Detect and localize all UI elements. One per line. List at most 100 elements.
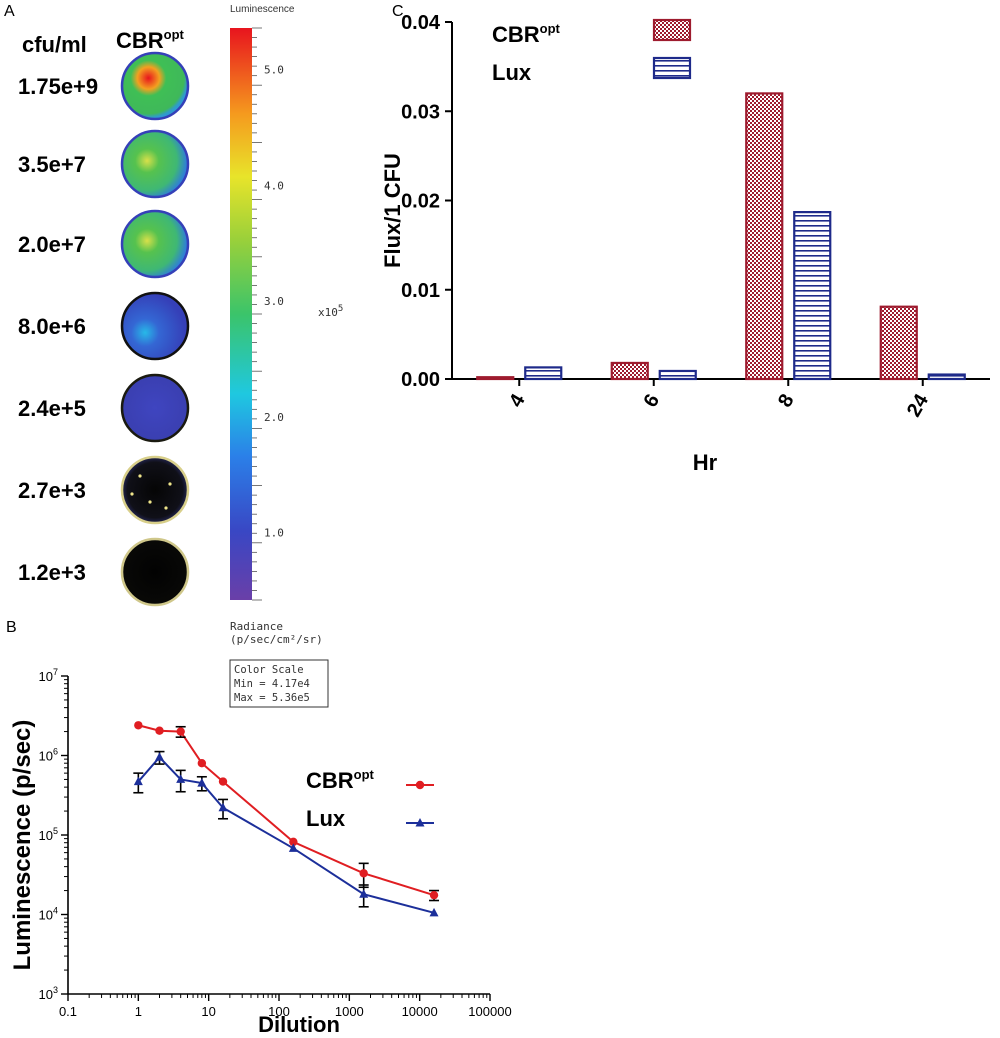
color-scale-box: Color Scale Min = 4.17e4 Max = 5.36e5 xyxy=(229,659,329,708)
well-image xyxy=(120,373,190,443)
well-label: 2.0e+7 xyxy=(18,232,86,257)
signal-speck xyxy=(164,506,168,510)
cfu-header: cfu/ml xyxy=(22,32,87,57)
legend-marker xyxy=(415,818,425,827)
x-tick-label: 1 xyxy=(135,1004,142,1019)
colorbar-tick-label: 2.0 xyxy=(264,411,284,424)
data-point-cbr xyxy=(176,727,185,736)
colorbar-tick-label: 1.0 xyxy=(264,527,284,540)
bar-lux-24h xyxy=(927,373,966,381)
color-scale-min: Min = 4.17e4 xyxy=(234,678,310,690)
well-image xyxy=(120,455,190,525)
y-tick-label: 0.01 xyxy=(401,280,440,302)
data-point-lux xyxy=(429,907,439,917)
y-tick-label: 106 xyxy=(39,747,58,764)
x-tick-label: 1000 xyxy=(335,1004,364,1019)
x-tick-label: 0.1 xyxy=(59,1004,77,1019)
data-point-lux xyxy=(176,774,186,783)
well-label: 3.5e+7 xyxy=(18,152,86,177)
colorbar-title: Luminescence xyxy=(230,4,295,15)
data-point-cbr xyxy=(155,726,164,735)
colorbar-unit-line2: (p/sec/cm²/sr) xyxy=(230,633,323,646)
well-image xyxy=(120,537,190,607)
x-axis-title: Dilution xyxy=(258,1012,340,1037)
signal-speck xyxy=(138,474,142,478)
series-line-lux xyxy=(137,755,435,914)
y-axis-title: Flux/1 CFU xyxy=(380,153,405,268)
y-tick-label: 0.02 xyxy=(401,191,440,213)
panel-a: cfu/ml CBRopt 1.75e+9 3.5e+7 2.0e+7 8.0e+6 2… xyxy=(18,4,343,708)
well-label: 1.75e+9 xyxy=(18,74,98,99)
x-tick-label: 10000 xyxy=(402,1004,438,1019)
well-image xyxy=(120,209,190,279)
well-image xyxy=(120,129,190,199)
signal-speck xyxy=(148,500,152,504)
signal-speck xyxy=(130,492,134,496)
colorbar-tick-label: 3.0 xyxy=(264,295,284,308)
well-column: 1.75e+9 3.5e+7 2.0e+7 8.0e+6 2.4e+5 2.7e+3 1.2… xyxy=(18,51,190,607)
series-line-cbr xyxy=(138,724,435,897)
well-image xyxy=(120,51,190,121)
cbr-column-title: CBRopt xyxy=(116,27,185,53)
x-axis-title: Hr xyxy=(693,450,718,475)
colorbar-tick-label: 5.0 xyxy=(264,64,284,77)
y-axis-title: Luminescence (p/sec) xyxy=(9,720,36,971)
data-point-cbr xyxy=(429,890,439,900)
bar-lux-6h xyxy=(658,369,697,381)
well-label: 2.4e+5 xyxy=(18,396,86,421)
colorbar xyxy=(230,28,252,600)
y-tick-label: 0.00 xyxy=(401,369,440,391)
y-tick-label: 103 xyxy=(39,985,58,1002)
data-point-cbr xyxy=(359,869,368,878)
data-point-cbr xyxy=(134,721,143,730)
x-tick-label: 6 xyxy=(639,391,664,412)
legend-label-lux: Lux xyxy=(492,60,532,85)
well-label: 8.0e+6 xyxy=(18,314,86,339)
colorbar-exponent: x105 xyxy=(318,304,343,319)
well-image xyxy=(120,291,190,361)
panel-b-line-chart: 0.1 1 10 100 1000 10000 100000 103 104 105 106 107 D… xyxy=(9,667,512,1037)
bar-cbr-8h xyxy=(745,92,784,381)
data-point-cbr xyxy=(197,759,207,768)
bar-lux-8h xyxy=(793,211,832,381)
x-tick-label: 4 xyxy=(505,390,530,411)
legend-label-lux: Lux xyxy=(306,806,346,831)
panel-c-letter: C xyxy=(392,3,404,20)
bar-lux-4h xyxy=(524,366,563,381)
y-tick-label: 0.04 xyxy=(401,12,441,34)
bar-cbr-6h xyxy=(610,361,649,381)
data-point-cbr xyxy=(218,777,228,786)
bar-cbr-24h xyxy=(879,305,918,381)
color-scale-title: Color Scale xyxy=(234,664,304,676)
data-point-lux xyxy=(155,752,165,761)
y-tick-label: 104 xyxy=(39,906,58,923)
colorbar-unit-line1: Radiance xyxy=(230,620,283,633)
legend-marker xyxy=(415,780,425,790)
colorbar-tick-label: 4.0 xyxy=(264,179,284,192)
x-tick-label: 100 xyxy=(268,1004,290,1019)
x-tick-label: 8 xyxy=(774,391,799,412)
panel-b-letter: B xyxy=(6,619,17,636)
colorbar-ticks: 5.0 4.0 3.0 2.0 1.0 xyxy=(252,27,284,601)
legend-label-cbr: CBRopt xyxy=(306,767,375,793)
x-tick-label: 10 xyxy=(201,1004,215,1019)
data-point-lux xyxy=(197,778,207,787)
panel-a-letter: A xyxy=(4,3,15,20)
well-label: 1.2e+3 xyxy=(18,560,86,585)
legend-swatch-lux xyxy=(652,56,692,80)
legend-swatch-cbr xyxy=(652,18,692,42)
y-tick-label: 107 xyxy=(39,667,58,684)
y-tick-label: 0.03 xyxy=(401,101,440,123)
x-tick-label: 24 xyxy=(903,390,934,421)
data-point-lux xyxy=(133,776,143,786)
color-scale-max: Max = 5.36e5 xyxy=(234,692,310,704)
signal-speck xyxy=(168,482,172,486)
x-tick-label: 100000 xyxy=(468,1004,511,1019)
y-tick-label: 105 xyxy=(39,826,58,843)
bar-cbr-4h xyxy=(476,376,515,381)
well-label: 2.7e+3 xyxy=(18,478,86,503)
legend-label-cbr: CBRopt xyxy=(492,21,561,47)
data-point-lux xyxy=(218,802,228,812)
data-point-lux xyxy=(359,889,369,898)
